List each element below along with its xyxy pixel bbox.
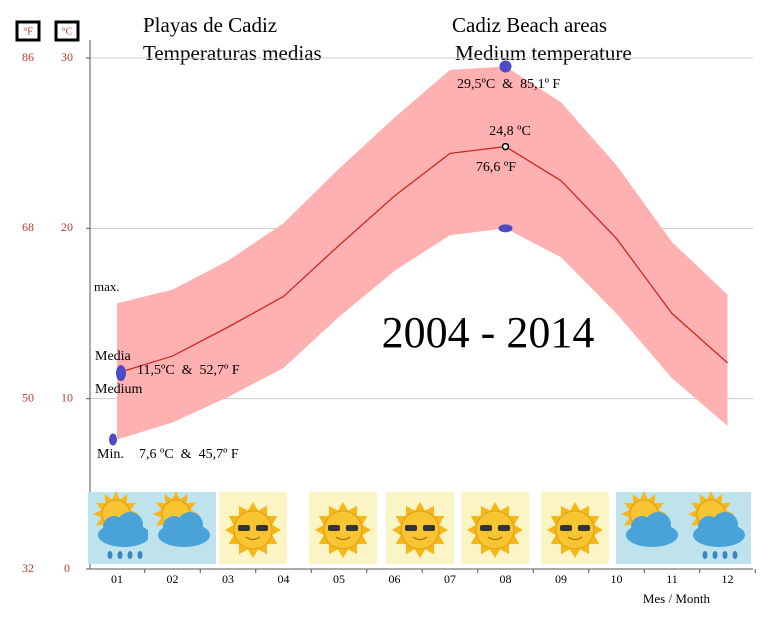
sunglasses xyxy=(346,525,358,531)
highlight-point xyxy=(501,142,510,151)
weather-icon xyxy=(616,491,684,564)
rain-drop xyxy=(732,551,738,559)
rain-drop xyxy=(712,551,718,559)
x-tick-label: 04 xyxy=(278,572,290,586)
smile xyxy=(412,536,428,540)
smile xyxy=(567,536,583,540)
weather-icon xyxy=(683,491,751,564)
y-tick-label: 10 xyxy=(61,390,73,404)
y2-tick-label: 32 xyxy=(22,561,34,575)
smile xyxy=(487,536,503,540)
highlight-point xyxy=(499,60,512,73)
y2-tick-label: 68 xyxy=(22,220,34,234)
rain-drop xyxy=(117,551,123,559)
highlight-point xyxy=(116,365,126,382)
weather-icon xyxy=(541,492,609,564)
weather-icon xyxy=(386,492,454,564)
cloud xyxy=(117,512,143,538)
x-tick-label: 02 xyxy=(167,572,179,586)
x-tick-label: 01 xyxy=(111,572,123,586)
sun xyxy=(323,510,363,550)
rain-drop xyxy=(702,551,708,559)
weather-icon xyxy=(219,492,287,564)
sun xyxy=(555,510,595,550)
weather-icon xyxy=(148,491,216,564)
sunglasses xyxy=(578,525,590,531)
rain-drop xyxy=(137,551,143,559)
x-axis-label: Mes / Month xyxy=(643,591,711,606)
x-tick-label: 11 xyxy=(666,572,678,586)
annotation: Medium xyxy=(95,382,143,397)
weather-icon xyxy=(88,491,156,564)
mean-line xyxy=(116,145,728,374)
unit-box xyxy=(54,20,80,42)
temperature-band xyxy=(117,66,728,440)
chart-subtitle: Temperaturas medias xyxy=(143,41,322,65)
x-tick-label: 03 xyxy=(222,572,234,586)
y2-tick-label: 50 xyxy=(22,390,34,404)
y2-axis-label: °F xyxy=(23,26,33,37)
y-tick-label: 20 xyxy=(61,220,73,234)
sunglasses xyxy=(498,525,510,531)
series-label: max. xyxy=(94,279,120,294)
x-tick-label: 10 xyxy=(611,572,623,586)
cloud xyxy=(177,512,203,538)
annotation: 7,6 ºC & 45,7º F xyxy=(139,447,239,462)
cloud xyxy=(645,512,671,538)
annotation: 29,5ºC & 85,1º F xyxy=(457,77,560,92)
sun xyxy=(475,510,515,550)
x-tick-label: 06 xyxy=(389,572,401,586)
series-label: Min. xyxy=(97,447,124,462)
unit-box xyxy=(15,20,41,42)
sunglasses xyxy=(480,525,492,531)
y-axis-label: °C xyxy=(62,26,73,37)
sunglasses xyxy=(328,525,340,531)
y-tick-label: 0 xyxy=(64,561,70,575)
smile xyxy=(245,536,261,540)
y2-tick-label: 86 xyxy=(22,50,34,64)
x-tick-label: 08 xyxy=(500,572,512,586)
smile xyxy=(335,536,351,540)
chart-title-english: Cadiz Beach areas xyxy=(452,13,607,37)
annotation: 11,5ºC & 52,7º F xyxy=(137,363,240,378)
sunglasses xyxy=(238,525,250,531)
sunglasses xyxy=(256,525,268,531)
highlight-point xyxy=(498,224,513,233)
x-tick-label: 07 xyxy=(444,572,456,586)
y-tick-label: 30 xyxy=(61,50,73,64)
sunglasses xyxy=(423,525,435,531)
chart-subtitle-english: Medium temperature xyxy=(455,41,632,65)
highlight-point xyxy=(109,433,117,446)
x-tick-label: 12 xyxy=(722,572,734,586)
annotation: 76,6 ºF xyxy=(476,160,516,175)
annotation: 24,8 ºC xyxy=(489,124,531,139)
sun xyxy=(400,510,440,550)
rain-drop xyxy=(127,551,133,559)
rain-drop xyxy=(107,551,113,559)
sun xyxy=(233,510,273,550)
cloud xyxy=(712,512,738,538)
weather-icon xyxy=(309,492,377,564)
weather-icon xyxy=(461,492,529,564)
sunglasses xyxy=(405,525,417,531)
rain-drop xyxy=(722,551,728,559)
period-label: 2004 - 2014 xyxy=(382,308,595,357)
sunglasses xyxy=(560,525,572,531)
x-tick-label: 05 xyxy=(333,572,345,586)
series-label: Media xyxy=(95,349,132,364)
x-tick-label: 09 xyxy=(555,572,567,586)
chart-title: Playas de Cadiz xyxy=(143,13,277,37)
